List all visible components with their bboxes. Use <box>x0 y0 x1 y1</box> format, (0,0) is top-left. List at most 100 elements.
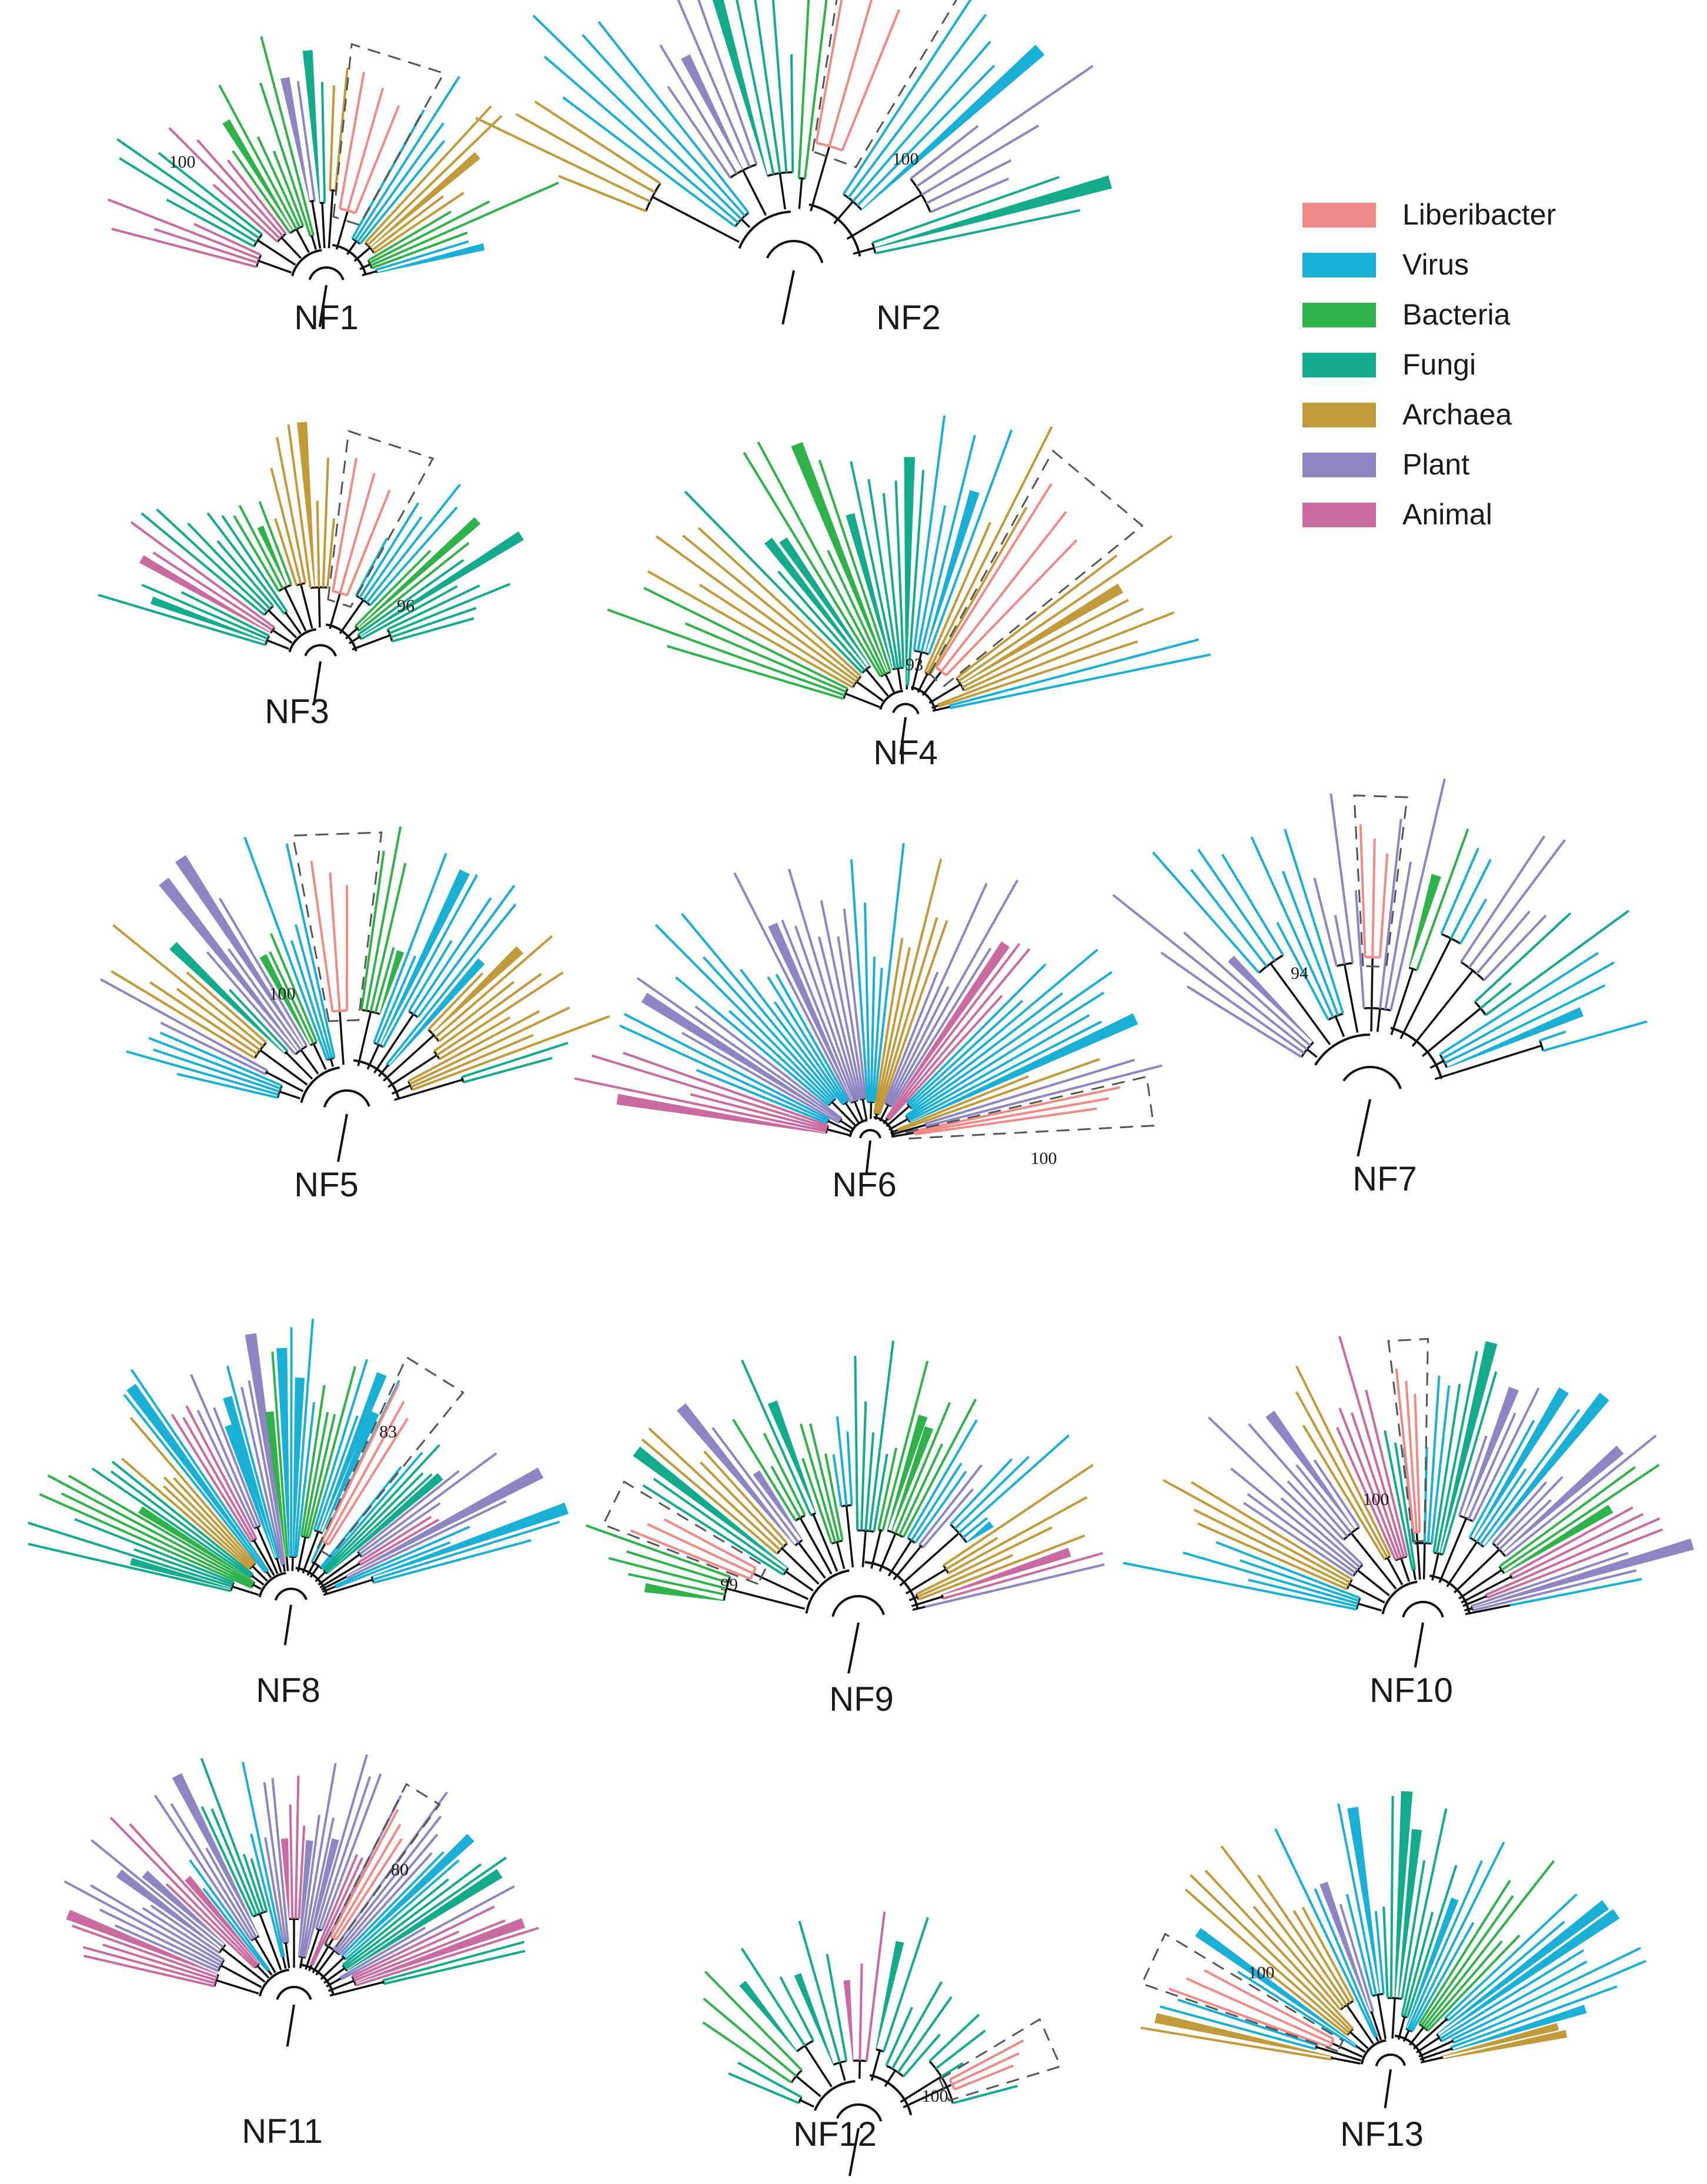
leaf-branch <box>358 558 465 636</box>
leaf-branch <box>757 442 884 676</box>
leaf-branch <box>355 1927 539 1986</box>
collapsed-clade <box>874 175 1113 249</box>
internal-branch <box>1315 2046 1362 2062</box>
leaf-branch <box>372 1520 560 1581</box>
leaf-branch <box>1444 984 1606 1065</box>
internal-arc <box>874 1112 880 1116</box>
leaf-branch <box>1486 1528 1663 1599</box>
internal-branch <box>870 1530 882 1569</box>
tree-label: NF6 <box>832 1166 897 1204</box>
liberibacter-clade-box <box>928 449 1144 688</box>
collapsed-clade <box>1502 1445 1624 1554</box>
collapsed-clade <box>175 855 305 1048</box>
leaf-branch <box>359 1519 439 1566</box>
internal-branch <box>931 704 938 709</box>
leaf-branch <box>373 852 447 1043</box>
leaf-branch <box>1442 961 1615 1060</box>
collapsed-clade <box>846 513 893 670</box>
leaf-branch <box>1439 1949 1585 2040</box>
leaf-branch <box>187 522 271 610</box>
backbone-arc <box>864 1561 919 1608</box>
leaf-branch <box>787 868 860 1101</box>
leaf-branch <box>111 228 257 268</box>
internal-arc <box>283 610 288 615</box>
leaf-branch <box>1237 1971 1357 2048</box>
liberibacter-clade-box <box>1353 794 1408 968</box>
leaf-branch <box>1459 898 1488 945</box>
leaf-branch <box>916 505 947 652</box>
leaf-branch <box>558 175 647 212</box>
leaf-branch <box>911 992 1063 1110</box>
leaf-branch <box>270 467 302 584</box>
leaf-branch <box>1451 1946 1641 2041</box>
leaf-branch <box>1313 877 1338 966</box>
leaf-branch <box>358 1516 432 1564</box>
leaf-branch <box>925 1563 1105 1608</box>
leaf-branch <box>303 1412 329 1537</box>
backbone-arc <box>738 210 791 249</box>
liberibacter-branch <box>324 1400 405 1544</box>
leaf-branch <box>1314 1888 1378 2038</box>
liberibacter-clade-box <box>904 1075 1155 1140</box>
collapsed-clade <box>1154 2013 1332 2057</box>
leaf-branch <box>743 451 882 677</box>
leaf-branch <box>924 521 992 673</box>
collapsed-clade <box>843 1979 854 2061</box>
leaf-branch <box>1295 1391 1389 1558</box>
internal-branch <box>879 1104 890 1122</box>
leaf-branch <box>226 1366 280 1558</box>
internal-branch <box>256 1965 270 1979</box>
leaf-branch <box>925 1064 1163 1128</box>
collapsed-clade <box>1398 1829 1422 1999</box>
leaf-branch <box>1382 1907 1389 1998</box>
liberibacter-branch <box>815 0 843 143</box>
internal-branch <box>932 705 950 712</box>
collapsed-clade <box>891 1426 934 1532</box>
internal-branch <box>652 196 740 243</box>
backbone-arc <box>1360 2039 1387 2065</box>
leaf-branch <box>728 1010 831 1105</box>
internal-branch <box>884 2069 896 2088</box>
internal-arc <box>843 193 863 210</box>
leaf-branch <box>1140 2026 1332 2061</box>
collapsed-clade <box>225 1424 276 1560</box>
root-branch <box>286 2004 295 2047</box>
leaf-branch <box>129 1823 259 1966</box>
collapsed-clade <box>887 1414 928 1531</box>
internal-branch <box>253 1539 275 1576</box>
leaf-branch <box>1498 1499 1552 1551</box>
leaf-branch <box>798 1921 841 2063</box>
collapsed-clade <box>280 77 310 202</box>
leaf-branch <box>227 948 302 1051</box>
internal-branch <box>268 609 298 638</box>
internal-branch <box>315 1571 326 1583</box>
leaf-branch <box>392 617 475 643</box>
leaf-branch <box>1379 818 1402 1009</box>
leaf-branch <box>242 1854 265 1913</box>
internal-branch <box>388 1054 437 1088</box>
leaf-branch <box>269 951 315 1045</box>
leaf-branch <box>876 858 943 1114</box>
leaf-branch <box>176 1072 278 1099</box>
liberibacter-branch <box>663 1518 757 1569</box>
leaf-branch <box>1339 1904 1375 2012</box>
leaf-branch <box>1220 1845 1345 2008</box>
collapsed-clade <box>372 1502 569 1577</box>
liberibacter-clade-box <box>1140 1932 1344 2052</box>
liberibacter-stem <box>335 210 349 250</box>
internal-arc <box>1336 962 1353 967</box>
internal-arc <box>1330 2056 1333 2060</box>
leaf-branch <box>1542 1020 1648 1052</box>
internal-branch <box>266 639 289 650</box>
leaf-branch <box>352 1905 495 1978</box>
backbone-arc <box>291 249 322 277</box>
internal-branch <box>257 239 296 266</box>
leaf-branch <box>1338 1336 1405 1558</box>
liberibacter-branch <box>310 861 334 1012</box>
leaf-branch <box>694 1005 843 1120</box>
internal-branch <box>1390 968 1414 1035</box>
internal-branch <box>1416 2036 1440 2053</box>
leaf-branch <box>390 607 477 638</box>
leaf-branch <box>463 1056 553 1083</box>
internal-branch <box>1391 1998 1396 2039</box>
